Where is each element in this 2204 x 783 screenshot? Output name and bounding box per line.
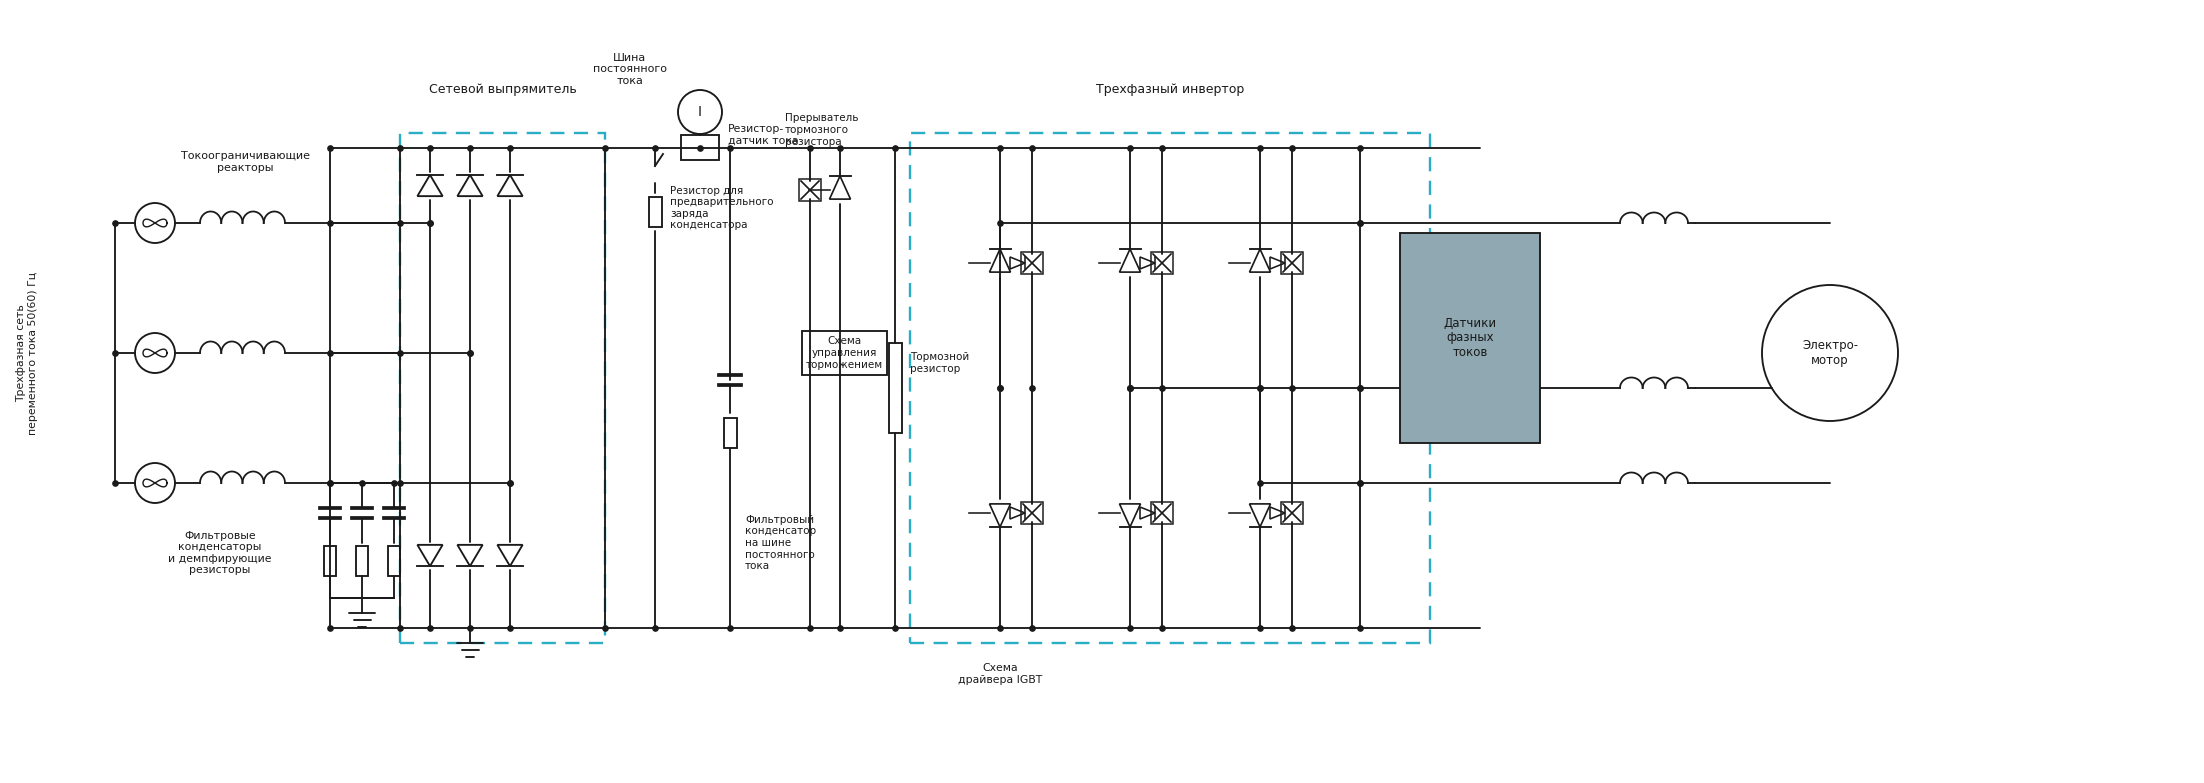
Text: Фильтровый
конденсатор
на шине
постоянного
тока: Фильтровый конденсатор на шине постоянно… (745, 514, 815, 572)
Bar (1400, 233, 1541, 443)
Text: Резистор для
предварительного
заряда
конденсатора: Резистор для предварительного заряда кон… (670, 186, 774, 230)
Bar (888, 343, 901, 433)
Text: Трехфазная сеть
переменного тока 50(60) Гц: Трехфазная сеть переменного тока 50(60) … (15, 272, 37, 435)
Bar (1020, 252, 1042, 273)
Bar (681, 135, 719, 160)
Bar (910, 133, 1430, 643)
Text: Токоограничивающие
реакторы: Токоограничивающие реакторы (181, 151, 309, 173)
Bar (1150, 252, 1173, 273)
Text: Прерыватель
тормозного
резистора: Прерыватель тормозного резистора (785, 114, 860, 146)
Text: Шина
постоянного
тока: Шина постоянного тока (593, 52, 668, 86)
Bar (357, 546, 368, 576)
Text: Резистор-
датчик тока: Резистор- датчик тока (727, 124, 798, 146)
Text: Сетевой выпрямитель: Сетевой выпрямитель (428, 83, 577, 96)
Bar (324, 546, 335, 576)
Text: Фильтровые
конденсаторы
и демпфирующие
резисторы: Фильтровые конденсаторы и демпфирующие р… (168, 531, 271, 576)
Text: Трехфазный инвертор: Трехфазный инвертор (1095, 83, 1243, 96)
Bar (723, 418, 736, 448)
Bar (1281, 252, 1303, 273)
Bar (1281, 503, 1303, 524)
Bar (388, 546, 399, 576)
Bar (800, 179, 820, 200)
Bar (1150, 503, 1173, 524)
Text: Схема
управления
торможением: Схема управления торможением (807, 337, 884, 370)
Bar (1020, 503, 1042, 524)
Bar (802, 331, 886, 375)
Bar (399, 133, 606, 643)
Text: Тормозной
резистор: Тормозной резистор (910, 352, 970, 373)
Text: I: I (699, 105, 703, 119)
Text: Электро-
мотор: Электро- мотор (1803, 339, 1858, 367)
Bar (648, 197, 661, 227)
Text: Схема
драйвера IGBT: Схема драйвера IGBT (959, 663, 1042, 684)
Text: Датчики
фазных
токов: Датчики фазных токов (1444, 316, 1497, 359)
